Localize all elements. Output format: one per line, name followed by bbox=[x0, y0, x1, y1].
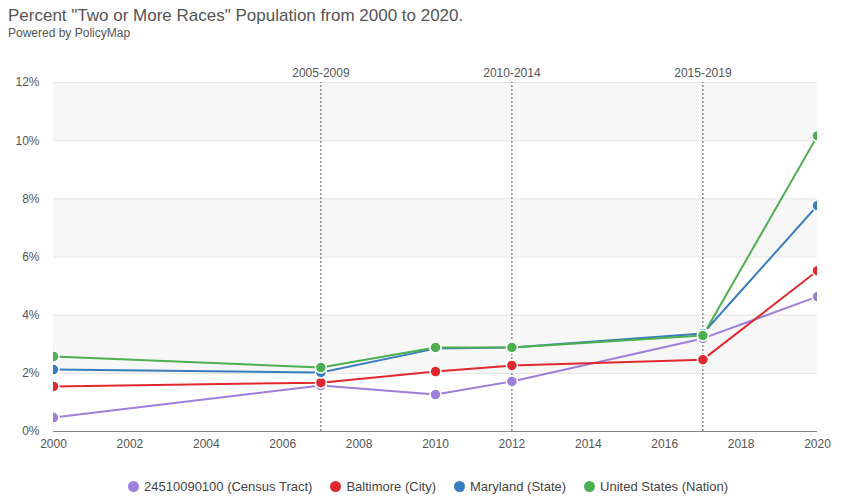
svg-text:2014: 2014 bbox=[575, 437, 602, 451]
html-text:Percent "Two or More Races" Po: Percent "Two or More Races" Population f… bbox=[8, 6, 464, 25]
html-text:Powered by PolicyMap: Powered by PolicyMap bbox=[8, 26, 131, 40]
svg-text:12%: 12% bbox=[15, 75, 39, 89]
svg-text:2015-2019: 2015-2019 bbox=[674, 66, 732, 80]
svg-text:2005-2009: 2005-2009 bbox=[292, 66, 350, 80]
svg-text:2010: 2010 bbox=[422, 437, 449, 451]
svg-text:8%: 8% bbox=[22, 192, 40, 206]
svg-text:2018: 2018 bbox=[728, 437, 755, 451]
svg-text:2010-2014: 2010-2014 bbox=[483, 66, 541, 80]
html-text:Baltimore (City): Baltimore (City) bbox=[346, 479, 436, 494]
svg-text:2008: 2008 bbox=[346, 437, 373, 451]
html-text:United States (Nation): United States (Nation) bbox=[600, 479, 728, 494]
svg-text:2012: 2012 bbox=[499, 437, 526, 451]
svg-text:2020: 2020 bbox=[804, 437, 831, 451]
svg-text:0%: 0% bbox=[22, 424, 40, 438]
svg-text:10%: 10% bbox=[15, 134, 39, 148]
svg-text:2004: 2004 bbox=[193, 437, 220, 451]
svg-text:4%: 4% bbox=[22, 308, 40, 322]
html-text:Maryland (State): Maryland (State) bbox=[470, 479, 567, 494]
svg-text:2%: 2% bbox=[22, 366, 40, 380]
svg-text:2016: 2016 bbox=[651, 437, 678, 451]
svg-text:2006: 2006 bbox=[269, 437, 296, 451]
svg-text:6%: 6% bbox=[22, 250, 40, 264]
html-text:24510090100 (Census Tract): 24510090100 (Census Tract) bbox=[144, 479, 313, 494]
svg-text:2002: 2002 bbox=[117, 437, 144, 451]
svg-text:2000: 2000 bbox=[40, 437, 67, 451]
